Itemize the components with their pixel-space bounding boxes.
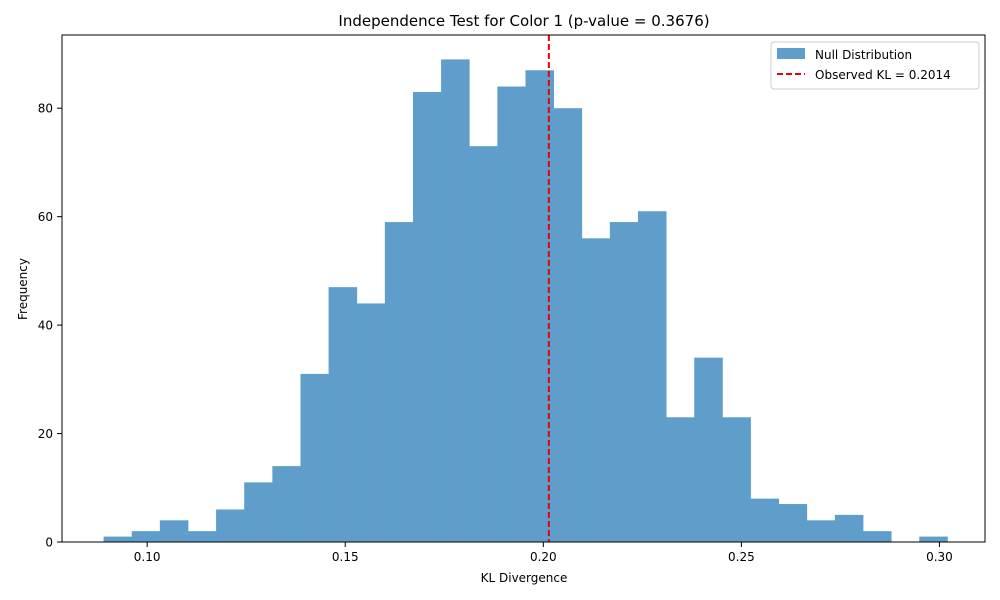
histogram-bar bbox=[187, 531, 217, 542]
histogram-bar bbox=[581, 238, 611, 542]
legend-swatch-null-distribution bbox=[777, 48, 805, 59]
histogram-bar bbox=[412, 91, 442, 542]
histogram-bar bbox=[159, 520, 189, 542]
histogram-bar bbox=[778, 504, 808, 542]
histogram-bar bbox=[216, 509, 245, 542]
histogram-bar bbox=[722, 417, 751, 542]
histogram-bar bbox=[497, 86, 526, 542]
x-axis-ticks: 0.10 0.15 0.20 0.25 0.30 bbox=[134, 542, 953, 564]
histogram-bar bbox=[469, 146, 498, 542]
histogram-bar bbox=[103, 536, 133, 542]
histogram-bar bbox=[131, 531, 161, 542]
legend-label-observed-kl: Observed KL = 0.2014 bbox=[815, 68, 951, 82]
bars-group bbox=[103, 59, 948, 543]
histogram-bar bbox=[919, 536, 948, 542]
histogram-bar bbox=[384, 222, 414, 542]
y-tick-label: 20 bbox=[38, 427, 53, 441]
legend-label-null-distribution: Null Distribution bbox=[815, 48, 912, 62]
y-tick-label: 0 bbox=[45, 536, 53, 550]
y-tick-label: 40 bbox=[38, 319, 53, 333]
histogram-bar bbox=[637, 211, 667, 543]
histogram-bar bbox=[356, 303, 386, 542]
x-tick-label: 0.15 bbox=[332, 550, 359, 564]
histogram-bar bbox=[750, 498, 780, 542]
histogram-bar bbox=[553, 108, 583, 542]
histogram-bar bbox=[806, 520, 836, 542]
legend-frame bbox=[770, 41, 980, 90]
x-tick-label: 0.30 bbox=[926, 550, 953, 564]
x-axis-label: KL Divergence bbox=[481, 571, 568, 585]
plot-frame bbox=[61, 34, 986, 543]
x-tick-label: 0.10 bbox=[134, 550, 161, 564]
chart-title: Independence Test for Color 1 (p-value =… bbox=[338, 12, 709, 30]
histogram-bar bbox=[441, 59, 470, 543]
x-tick-label: 0.25 bbox=[728, 550, 755, 564]
histogram-bar bbox=[244, 482, 273, 542]
histogram-bar bbox=[666, 417, 695, 542]
histogram-bar bbox=[272, 466, 301, 542]
histogram-bar bbox=[862, 531, 892, 542]
histogram-bar bbox=[834, 514, 864, 542]
histogram-bar bbox=[609, 222, 639, 542]
histogram-bar bbox=[694, 357, 723, 542]
histogram-bar bbox=[328, 287, 358, 542]
y-axis-label: Frequency bbox=[16, 258, 30, 320]
histogram-bar bbox=[300, 373, 329, 542]
x-tick-label: 0.20 bbox=[530, 550, 557, 564]
legend: Null Distribution Observed KL = 0.2014 bbox=[770, 41, 980, 90]
y-tick-label: 80 bbox=[38, 102, 53, 116]
y-tick-label: 60 bbox=[38, 210, 53, 224]
y-axis-ticks: 0 20 40 60 80 bbox=[38, 102, 62, 550]
